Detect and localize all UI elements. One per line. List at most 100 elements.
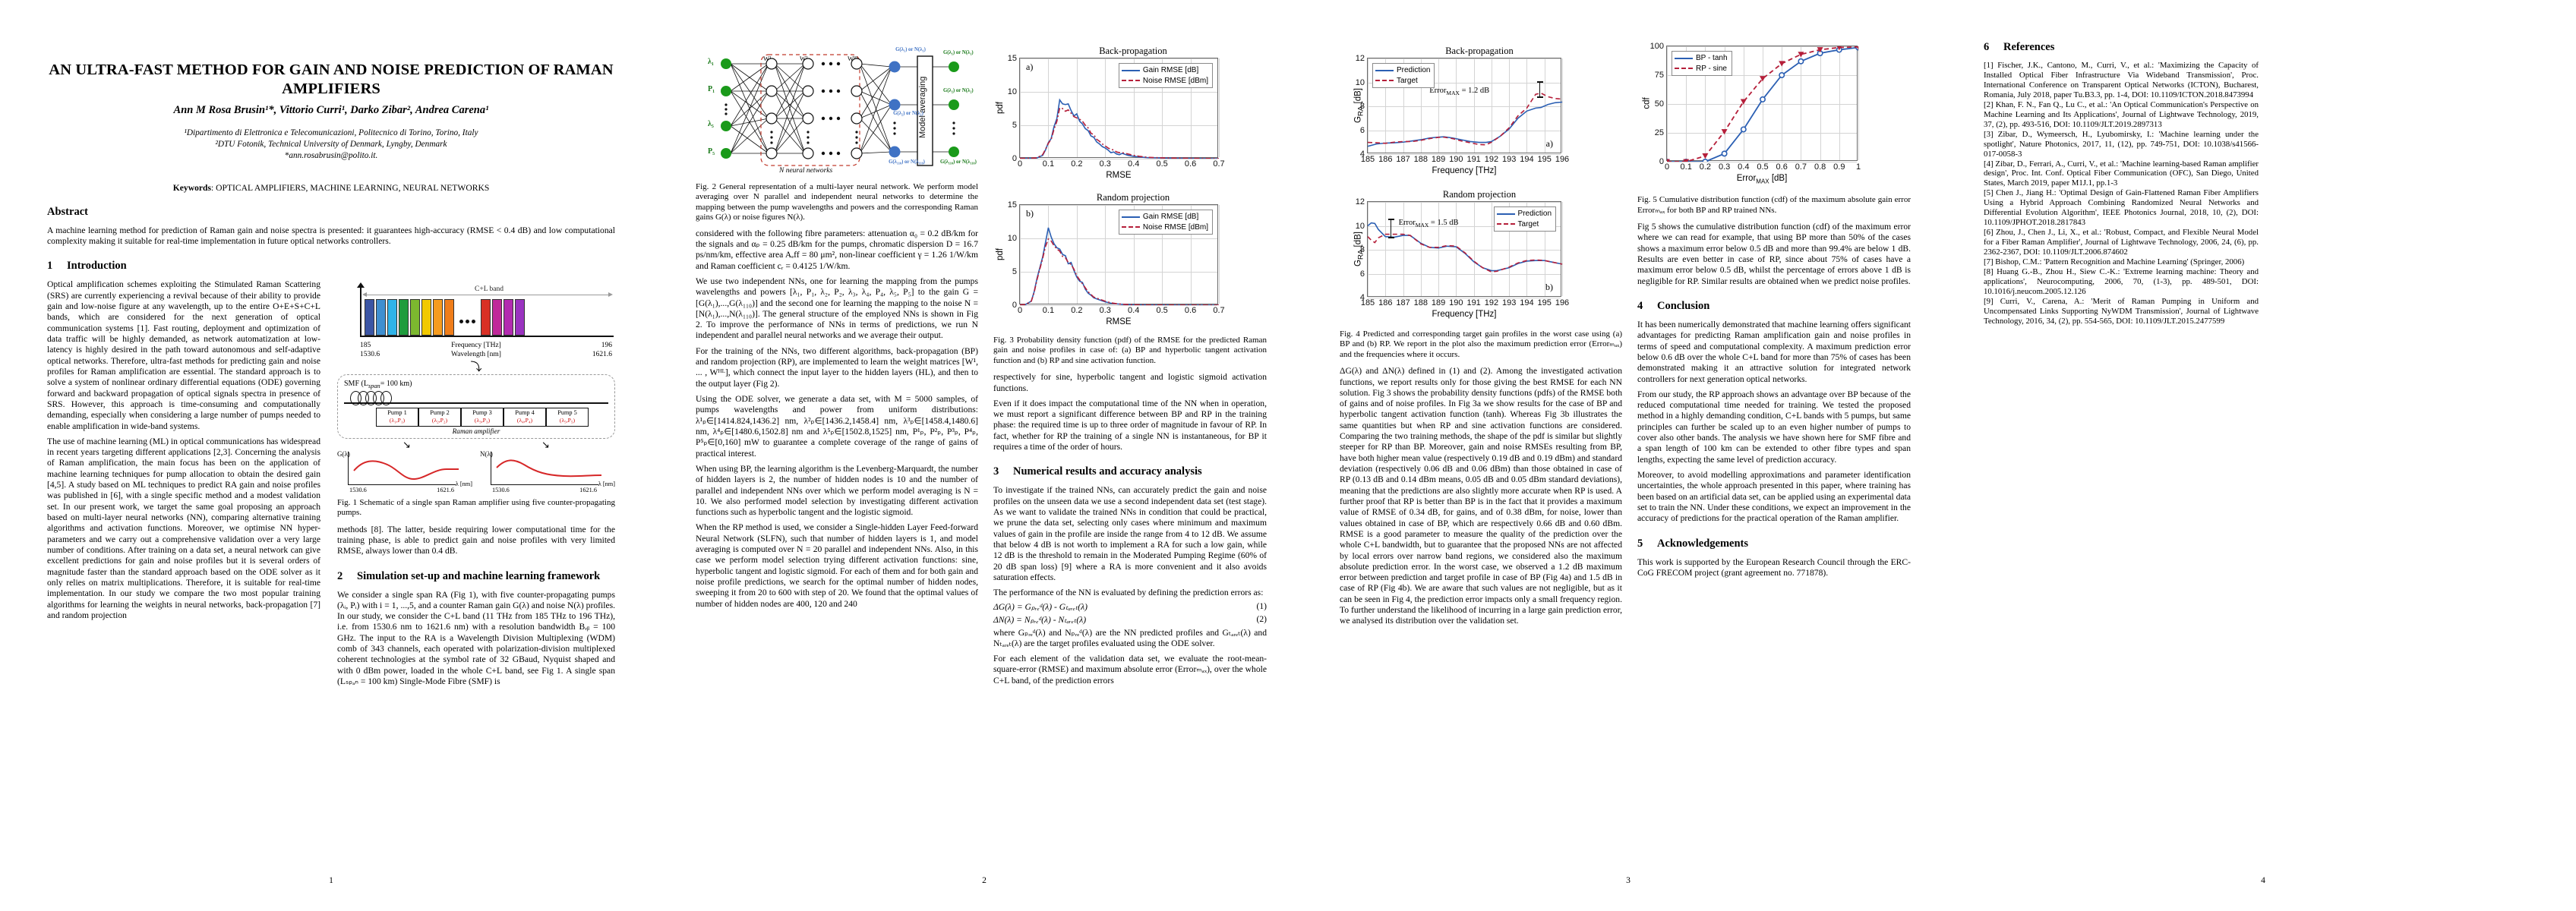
figure-4a-chart: Back-propagation 185 186 187 188 189 190 191 192… <box>1353 46 1592 175</box>
affiliation-1: ¹Dipartimento di Elettronica e Telecomun… <box>184 128 478 137</box>
nn-out-1: G(λ₁) or N(λ₁) <box>943 50 974 55</box>
x-tick-label: 190 <box>1449 298 1463 307</box>
legend-entry: Gain RMSE [dB] <box>1121 212 1208 222</box>
fiber-line <box>344 402 608 405</box>
series-marker <box>1721 129 1728 135</box>
x-tick-label: 188 <box>1413 155 1428 164</box>
col5-paragraph-2: It has been numerically demonstrated tha… <box>1637 319 1911 384</box>
plot-area: 0 0.1 0.2 0.3 0.4 0.5 0.6 0.7 0 5 10 15 b) Gain RMSE … <box>996 200 1225 315</box>
gain-curve <box>353 460 459 480</box>
legend-swatch <box>1496 223 1515 225</box>
pump-row: Pump 1 (λ₁,P₁) Pump 2 (λ₂,P₂) Pump 3 (λ₃,P₃) P… <box>376 408 608 427</box>
chart-title: Random projection <box>1442 189 1517 200</box>
gridline-h <box>1368 106 1561 107</box>
arrow-left-icon: ↘ <box>402 438 411 450</box>
x-tick-label: 0.2 <box>1699 162 1712 172</box>
legend-label: Noise RMSE [dBm] <box>1142 222 1208 232</box>
x-tick-label: 0.6 <box>1184 306 1197 315</box>
series-marker <box>1740 99 1747 105</box>
legend-entry: Prediction <box>1496 209 1552 219</box>
series-marker <box>1667 159 1670 162</box>
gridline-h <box>1368 82 1561 84</box>
legend-entry: BP - tanh <box>1675 53 1728 64</box>
reference-item: [2] Khan, F. N., Fan Q., Lu C., et al.: … <box>1984 99 2259 129</box>
pump-params: (λ₅,P₅) <box>559 417 576 424</box>
reference-item: [8] Huang G.-B., Zhou H., Siew C.-K.: 'E… <box>1984 267 2259 296</box>
page-number-4: 4 <box>2261 875 2265 885</box>
author-list: Ann M Rosa Brusin¹*, Vittorio Curri¹, Da… <box>173 104 489 116</box>
gridline-h <box>1020 58 1217 59</box>
gridline-h <box>1368 250 1561 251</box>
x-tick-label: 0.1 <box>1042 306 1055 315</box>
gridline-v <box>1705 46 1706 160</box>
legend-label: Target <box>1517 219 1539 229</box>
gridline-v <box>1526 58 1528 153</box>
x-tick-label: 0.4 <box>1128 306 1140 315</box>
series-marker <box>1779 71 1785 78</box>
page-4: 6 References [1] Fischer, J.K., Cantono, … <box>1950 0 2576 911</box>
gridline-v <box>1839 46 1840 160</box>
gridline-v <box>1509 58 1511 153</box>
pump-name: Pump 4 <box>515 409 535 417</box>
y-axis-label: pdf <box>996 248 1005 260</box>
series-line <box>1667 46 1858 162</box>
gridline-v <box>1473 58 1475 153</box>
gridline-h <box>1368 225 1561 227</box>
legend-swatch <box>1375 69 1394 71</box>
y-tick-label: 10 <box>1355 221 1365 231</box>
x-tick-label: 192 <box>1484 155 1499 164</box>
gridline-h <box>1020 92 1217 93</box>
series-marker <box>1817 47 1823 53</box>
x-tick-label: 0.1 <box>1042 159 1055 169</box>
y-tick-label: 10 <box>1355 77 1365 87</box>
x-tick-label: 187 <box>1396 155 1410 164</box>
spectrum-bar <box>399 299 409 336</box>
nn-hidden-out-3: G(λ₁₁₀) or N(λ₁₁₀) <box>889 159 925 165</box>
chart-legend: Prediction Target <box>1493 206 1556 232</box>
nn-input-label-3: λ₅ <box>708 120 714 128</box>
pump-params: (λ₃,P₃) <box>474 417 491 424</box>
spectrum-bar <box>387 299 397 336</box>
gridline-v <box>1190 205 1192 304</box>
x-tick-label: 0 <box>1017 306 1023 315</box>
chart-series-layer <box>1667 46 1858 162</box>
x-tick-label: 185 <box>1360 298 1375 307</box>
y-tick-label: 0 <box>1012 154 1017 163</box>
series-marker <box>1683 159 1690 162</box>
spectrum-bar <box>492 299 502 336</box>
x-tick-label: 0.5 <box>1156 306 1168 315</box>
smf-label: SMF (Lspan= 100 km) <box>344 380 412 390</box>
x-axis-label: ErrorMAX [dB] <box>1736 174 1788 185</box>
gridline-v <box>1526 202 1528 296</box>
series-marker <box>1836 46 1842 51</box>
series-marker <box>1702 159 1709 162</box>
gridline-v <box>1105 205 1106 304</box>
error-bar-marker <box>1536 80 1543 98</box>
gain-x-title: λ [nm] <box>455 480 472 487</box>
pump-block: Pump 3 (λ₃,P₃) <box>461 408 504 427</box>
page-2: Model averaging λ₁ P₁ λ₅ P₅ W¹ W² Wᴴᴸ G(… <box>662 0 1306 911</box>
fiber-coil-icon <box>350 391 608 406</box>
chart-series-layer <box>1020 227 1219 305</box>
plot-area: 185 186 187 188 189 190 191 192 193 194 195 196 4 6 8 1… <box>1353 197 1569 307</box>
gain-axis-label: G(λ) <box>337 449 350 458</box>
y-tick-label: 10 <box>1007 234 1017 243</box>
y-tick-label: 12 <box>1355 197 1365 206</box>
pump-name: Pump 1 <box>387 409 407 417</box>
y-axis-label: GRA [dB] <box>1353 88 1365 123</box>
neural-network-diagram: Model averaging λ₁ P₁ λ₅ P₅ W¹ W² Wᴴᴸ G(… <box>696 47 978 180</box>
x-tick-label: 0 <box>1017 159 1023 169</box>
x-tick-label: 1 <box>1855 162 1861 172</box>
x-tick-label: 186 <box>1378 298 1393 307</box>
error-annotation: ErrorMAX = 1.2 dB <box>1429 87 1490 97</box>
y-tick-label: 75 <box>1654 71 1664 80</box>
gridline-h <box>1667 46 1857 47</box>
nn-svg: Model averaging <box>721 54 959 166</box>
x-tick-label: 0.8 <box>1814 162 1826 172</box>
gridline-v <box>1858 46 1859 160</box>
pump-name: Pump 3 <box>472 409 492 417</box>
chart-title: Random projection <box>1096 192 1170 203</box>
nn-hidden-out-1: G(λ₁) or N(λ₁) <box>895 47 926 52</box>
gridline-v <box>1438 58 1440 153</box>
